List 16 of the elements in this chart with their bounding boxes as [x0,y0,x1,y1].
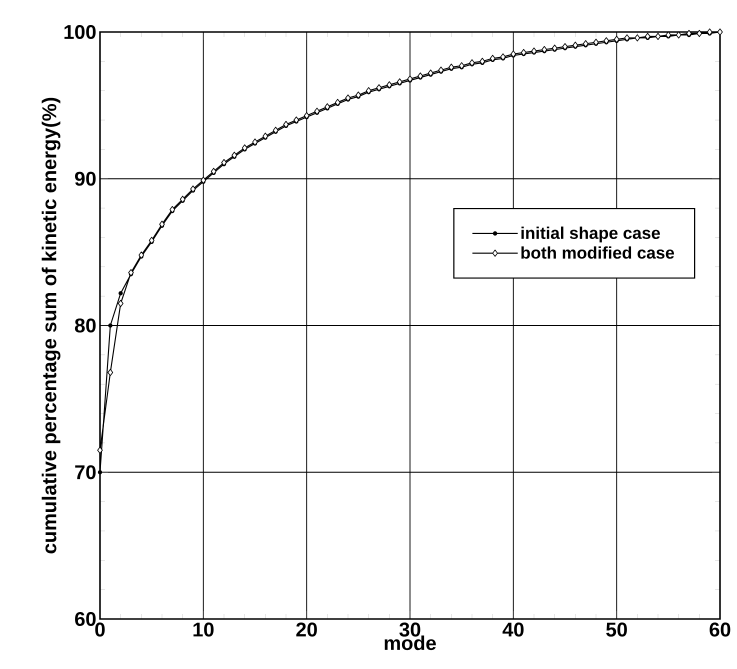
y-axis-title: cumulative percentage sum of kinetic energy(%) [42,98,60,554]
legend-label: both modified case [521,246,674,259]
legend-label: initial shape case [521,226,660,242]
x-tick-label: 0 [95,622,105,637]
x-tick-label: 10 [194,622,214,637]
y-tick-label: 60 [75,612,96,626]
y-tick-label: 80 [74,318,96,333]
x-axis-title: mode [384,635,436,650]
x-tick-label: 60 [710,622,730,637]
x-tick-label: 30 [399,622,420,637]
x-tick-label: 20 [296,622,317,637]
y-tick-label: 90 [75,172,96,186]
x-tick-label: 40 [502,622,524,637]
y-tick-label: 100 [64,24,96,40]
x-tick-label: 50 [606,622,627,637]
y-tick-label: 70 [75,465,96,480]
